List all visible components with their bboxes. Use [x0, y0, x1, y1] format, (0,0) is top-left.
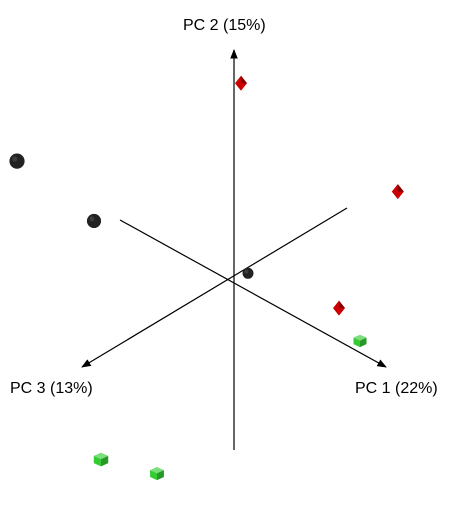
cube-point-1-2	[93, 452, 109, 467]
diamond-point-0-0	[235, 75, 247, 91]
pc3-axis-line	[81, 207, 348, 368]
cube-point-1-1	[150, 466, 164, 481]
pc1-axis-label: PC 1 (22%)	[355, 380, 438, 397]
sphere-point-2-2	[9, 153, 25, 169]
sphere-point-2-1	[86, 213, 102, 229]
points-layer	[9, 75, 404, 481]
axes-layer	[81, 49, 387, 450]
pc2-axis-label: PC 2 (15%)	[183, 17, 266, 34]
diamond-point-0-2	[333, 300, 345, 316]
cube-point-1-0	[353, 334, 367, 348]
diamond-point-0-1	[391, 184, 404, 200]
pc3-axis-label: PC 3 (13%)	[10, 380, 93, 397]
labels-layer: PC 1 (22%) PC 2 (15%) PC 3 (13%)	[10, 17, 438, 397]
pc1-axis-line	[119, 219, 387, 368]
sphere-point-2-0	[242, 267, 254, 279]
